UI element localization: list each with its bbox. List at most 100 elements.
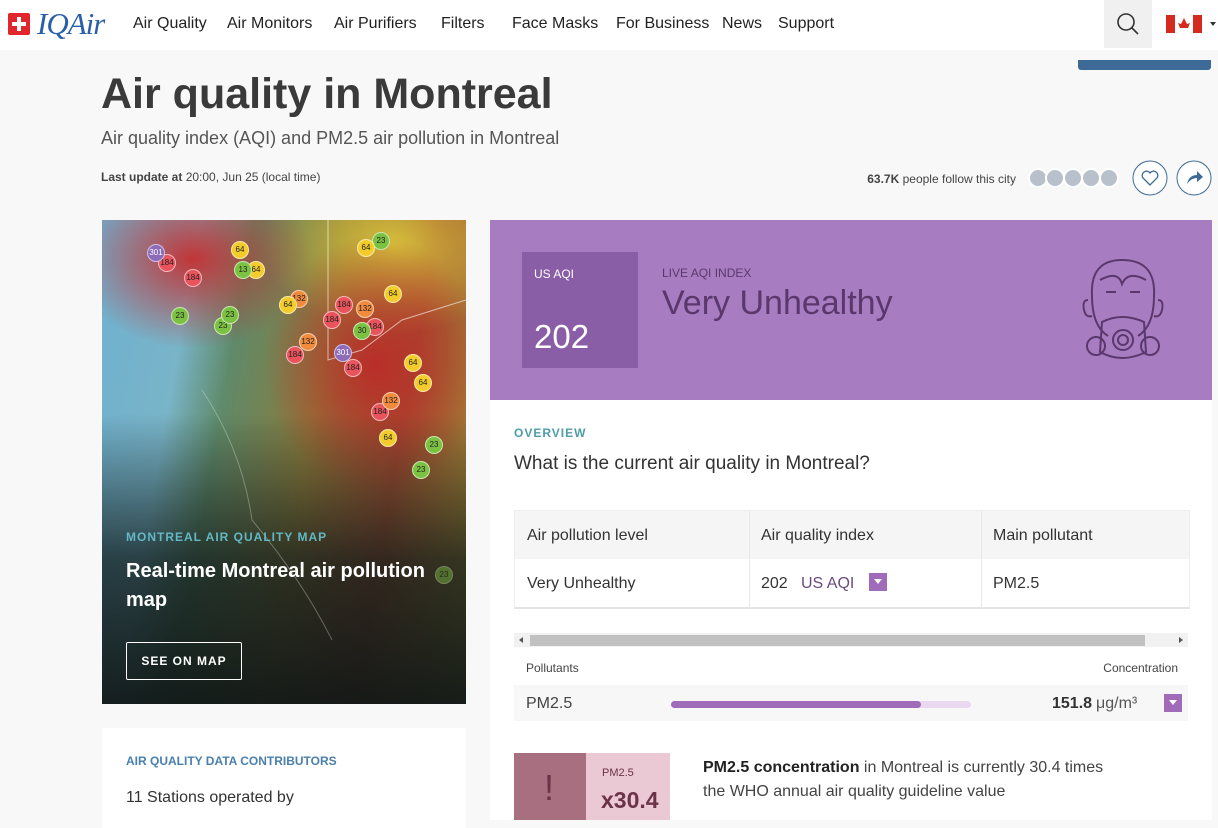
overview-table: Air pollution level Air quality index Ma… xyxy=(514,510,1190,609)
flag xyxy=(1178,18,1190,28)
search-icon xyxy=(1131,27,1139,35)
cross xyxy=(12,22,26,26)
map-marker[interactable]: 132 xyxy=(299,333,317,351)
map-marker[interactable]: 132 xyxy=(356,300,374,318)
overview-panel: OVERVIEW What is the current air quality… xyxy=(490,400,1212,820)
multiple-box: PM2.5 x30.4 xyxy=(586,753,670,820)
dropdown-toggle[interactable] xyxy=(1164,694,1182,712)
map-marker[interactable]: 184 xyxy=(335,296,353,314)
table-cell: US AQI xyxy=(801,575,855,592)
caret xyxy=(1169,700,1177,705)
bar-track xyxy=(671,701,971,708)
search-bg xyxy=(1104,0,1152,48)
dropdown-toggle[interactable] xyxy=(869,573,887,591)
guideline-rest: in Montreal is currently 30.4 times the … xyxy=(703,759,1104,800)
map-marker[interactable]: 64 xyxy=(379,429,397,447)
share-icon xyxy=(1187,171,1203,184)
nav-link[interactable]: Air Purifiers xyxy=(334,15,417,32)
pollutant-name: PM2.5 xyxy=(526,695,573,712)
social xyxy=(1028,160,1212,196)
nav-link[interactable]: Face Masks xyxy=(512,15,599,32)
page-title: Air quality in Montreal xyxy=(101,70,553,118)
map-marker[interactable]: 23 xyxy=(435,566,453,584)
last-update-label: Last update at xyxy=(101,170,183,184)
table-cell: PM2.5 xyxy=(993,575,1040,592)
map-marker[interactable]: 184 xyxy=(344,359,362,377)
nav-link[interactable]: Air Monitors xyxy=(227,15,313,32)
last-update: Last update at 20:00, Jun 25 (local time… xyxy=(101,170,320,184)
map-marker[interactable]: 64 xyxy=(231,241,249,259)
nav-link[interactable]: Air Quality xyxy=(133,15,207,32)
subtitle: Air quality index (AQI) and PM2.5 air po… xyxy=(101,128,560,148)
overview-question: What is the current air quality in Montr… xyxy=(514,453,870,474)
map-marker[interactable]: 23 xyxy=(412,461,430,479)
map-marker[interactable]: 184 xyxy=(323,311,341,329)
search-icon xyxy=(1117,13,1135,31)
map-title: Real-time Montreal air pollution map xyxy=(126,560,425,611)
caret xyxy=(874,579,882,584)
table-header-cell: Air pollution level xyxy=(527,527,648,544)
contributors-card: AIR QUALITY DATA CONTRIBUTORS 11 Station… xyxy=(102,728,466,828)
map-marker[interactable]: 301 xyxy=(147,244,165,262)
see-on-map-button[interactable]: SEE ON MAP xyxy=(126,642,242,680)
mask-icon xyxy=(1082,258,1164,359)
divider xyxy=(981,511,982,607)
aqi-box: US AQI 202 xyxy=(522,252,638,368)
bar-fill xyxy=(671,701,921,708)
guideline-bold: PM2.5 concentration xyxy=(703,759,860,776)
map-marker[interactable]: 30 xyxy=(353,322,371,340)
map-marker[interactable]: 64 xyxy=(357,239,375,257)
table-cell: Very Unhealthy xyxy=(527,575,636,592)
map-eyebrow: MONTREAL AIR QUALITY MAP xyxy=(126,530,328,544)
map-marker[interactable]: 64 xyxy=(404,354,422,372)
warning-box: ! xyxy=(514,753,586,820)
flag xyxy=(1166,15,1175,33)
guideline-text: PM2.5 concentration in Montreal is curre… xyxy=(703,756,1123,804)
table-cell: 202 xyxy=(761,575,788,592)
map-marker[interactable]: 301 xyxy=(334,344,352,362)
followers: 63.7K people follow this city xyxy=(867,172,1016,186)
caret xyxy=(1210,22,1216,26)
map-marker[interactable]: 132 xyxy=(382,392,400,410)
follower-count: 63.7K xyxy=(867,172,900,186)
nav-link[interactable]: Support xyxy=(778,15,835,32)
multiple-pollutant: PM2.5 xyxy=(602,767,634,779)
scrollbar[interactable] xyxy=(514,633,1188,647)
pollutant-row: PM2.5 151.8 μg/m³ xyxy=(514,685,1188,721)
follow-button[interactable] xyxy=(1132,160,1168,196)
live-label: LIVE AQI INDEX xyxy=(662,266,752,280)
aqi-banner: US AQI 202 LIVE AQI INDEX Very Unhealthy xyxy=(490,220,1212,400)
pollutant-unit: μg/m³ xyxy=(1096,695,1138,712)
nav-link[interactable]: For Business xyxy=(616,15,710,32)
heart-icon xyxy=(1141,170,1159,186)
divider xyxy=(749,511,750,607)
overview-eyebrow: OVERVIEW xyxy=(514,426,587,440)
brand[interactable]: IQAir xyxy=(37,6,105,41)
map-marker[interactable]: 13 xyxy=(234,261,252,279)
map-marker[interactable]: 64 xyxy=(384,285,402,303)
follower-text: people follow this city xyxy=(902,172,1016,186)
search-button[interactable] xyxy=(1104,0,1152,48)
map-marker[interactable]: 64 xyxy=(414,374,432,392)
contributors-title: AIR QUALITY DATA CONTRIBUTORS xyxy=(126,754,337,768)
map-marker[interactable]: 184 xyxy=(184,269,202,287)
pollutant-value: 151.8 xyxy=(1052,695,1093,712)
map-marker[interactable]: 23 xyxy=(221,306,239,324)
table-header xyxy=(515,511,1189,559)
table-header-cell: Air quality index xyxy=(761,527,874,544)
map-marker[interactable]: 23 xyxy=(171,307,189,325)
map-marker[interactable]: 64 xyxy=(279,296,297,314)
button-fragment[interactable] xyxy=(1078,60,1211,70)
map-card[interactable]: 23 23 23 64 184 132 64 64 184 184 301 132 184 30 184 64… xyxy=(102,220,466,704)
country-selector[interactable] xyxy=(1166,15,1218,35)
map-marker[interactable]: 184 xyxy=(286,346,304,364)
multiple-value: x30.4 xyxy=(601,787,659,813)
swiss-logo[interactable] xyxy=(8,13,30,35)
concentration-header: Concentration xyxy=(1103,661,1178,675)
last-update-time: 20:00, Jun 25 (local time) xyxy=(185,170,321,184)
aqi-status: Very Unhealthy xyxy=(662,284,893,322)
table-header-cell: Main pollutant xyxy=(993,527,1093,544)
map-marker[interactable]: 23 xyxy=(425,436,443,454)
nav-link[interactable]: Filters xyxy=(441,15,485,32)
nav-link[interactable]: News xyxy=(722,15,763,32)
